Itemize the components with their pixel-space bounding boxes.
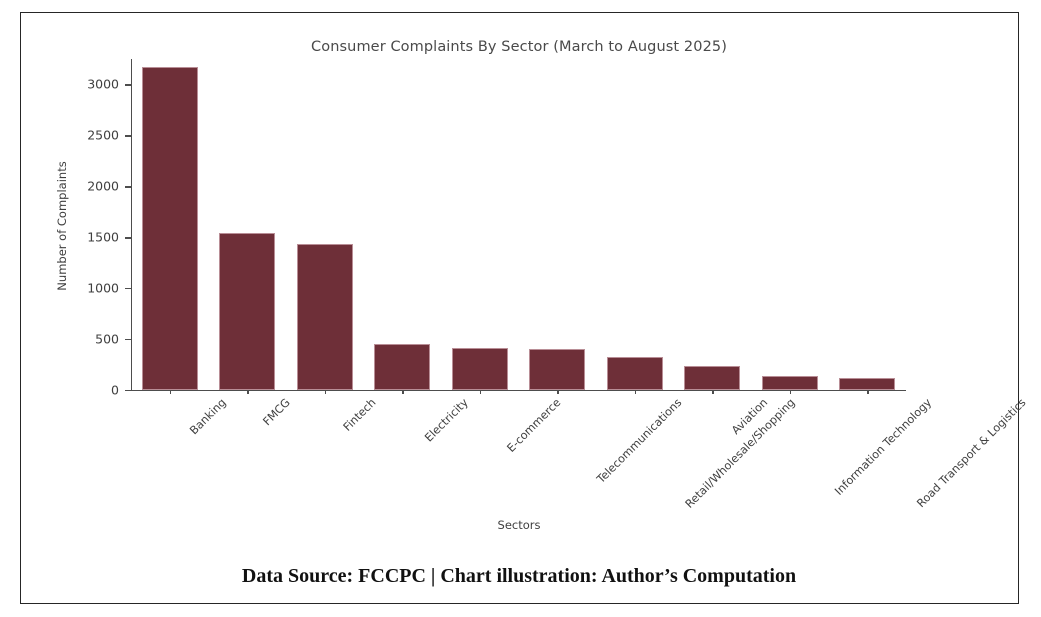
- y-tick-mark: [125, 186, 131, 188]
- x-tick-mark: [789, 390, 792, 394]
- y-axis-label: Number of Complaints: [55, 161, 69, 291]
- y-tick-mark: [125, 288, 131, 290]
- x-tick-label: FMCG: [260, 396, 294, 429]
- x-tick-mark: [402, 390, 404, 394]
- x-tick-label: Fintech: [340, 396, 379, 434]
- x-tick-label: Telecommunications: [594, 396, 685, 486]
- bar: [684, 365, 741, 390]
- x-tick-mark: [479, 390, 482, 394]
- bar: [606, 357, 663, 390]
- x-axis-label: Sectors: [497, 518, 541, 532]
- x-tick-label: Retail/Wholesale/Shopping: [682, 396, 798, 511]
- x-tick-mark: [557, 390, 559, 394]
- x-tick-mark: [712, 390, 714, 394]
- x-tick-label: Banking: [187, 396, 229, 438]
- x-tick-mark: [324, 390, 327, 394]
- bar: [529, 348, 586, 390]
- y-tick-label: 1500: [87, 229, 119, 245]
- x-tick-mark: [247, 390, 249, 394]
- bar: [451, 348, 508, 390]
- y-tick-label: 0: [111, 382, 119, 398]
- y-tick-mark: [125, 390, 131, 392]
- x-tick-label: Road Transport & Logistics: [914, 396, 1029, 511]
- y-tick-label: 2000: [87, 178, 119, 194]
- bar: [296, 244, 353, 390]
- chart-figure: Consumer Complaints By Sector (March to …: [21, 13, 1029, 603]
- bar: [141, 67, 198, 390]
- y-tick-label: 500: [95, 331, 119, 347]
- y-tick-mark: [125, 135, 131, 137]
- y-tick-label: 3000: [87, 76, 119, 92]
- y-tick-mark: [125, 84, 131, 86]
- x-tick-label: Electricity: [422, 396, 472, 445]
- x-tick-mark: [867, 390, 869, 394]
- y-tick-mark: [125, 237, 131, 239]
- figure-border-frame: Consumer Complaints By Sector (March to …: [20, 12, 1029, 604]
- bar: [761, 376, 818, 390]
- chart-caption: Data Source: FCCPC | Chart illustration:…: [241, 565, 797, 587]
- x-tick-label: Information Technology: [832, 396, 934, 498]
- y-axis-label-wrap: Number of Complaints: [55, 161, 82, 290]
- y-tick-label: 1000: [87, 280, 119, 296]
- x-axis-line: [131, 389, 906, 391]
- x-tick-mark: [169, 390, 172, 394]
- chart-title: Consumer Complaints By Sector (March to …: [311, 39, 727, 55]
- y-tick-mark: [125, 339, 131, 341]
- y-tick-label: 2500: [87, 127, 119, 143]
- bar: [839, 377, 896, 390]
- x-tick-mark: [634, 390, 637, 394]
- bar: [374, 343, 431, 390]
- x-tick-label: E-commerce: [504, 396, 564, 455]
- bar: [219, 233, 276, 390]
- y-axis-line: [131, 59, 133, 390]
